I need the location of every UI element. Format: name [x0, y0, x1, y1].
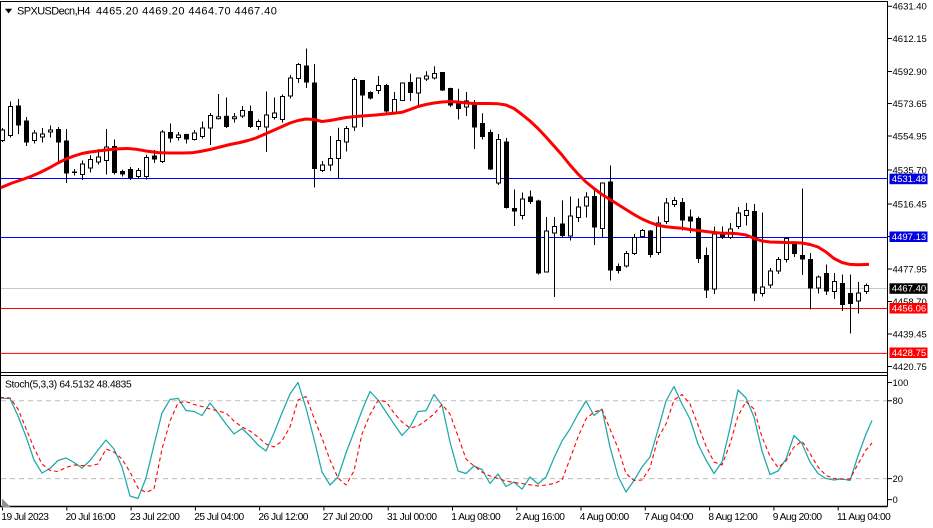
svg-text:4535.70: 4535.70 [893, 165, 927, 176]
svg-text:4612.15: 4612.15 [893, 34, 927, 45]
svg-text:4573.65: 4573.65 [893, 99, 927, 110]
svg-text:20: 20 [893, 474, 904, 485]
svg-text:2 Aug 16:00: 2 Aug 16:00 [516, 512, 566, 523]
svg-text:4477.95: 4477.95 [893, 264, 927, 275]
svg-text:26 Jul 12:00: 26 Jul 12:00 [258, 512, 308, 523]
svg-text:4 Aug 00:00: 4 Aug 00:00 [580, 512, 630, 523]
svg-text:8 Aug 12:00: 8 Aug 12:00 [708, 512, 758, 523]
svg-text:20 Jul 16:00: 20 Jul 16:00 [66, 512, 116, 523]
svg-text:25 Jul 04:00: 25 Jul 04:00 [194, 512, 244, 523]
svg-text:4531.48: 4531.48 [892, 174, 926, 185]
svg-text:4456.06: 4456.06 [892, 303, 926, 314]
svg-text:80: 80 [893, 396, 904, 407]
svg-text:7 Aug 04:00: 7 Aug 04:00 [644, 512, 694, 523]
svg-text:9 Aug 20:00: 9 Aug 20:00 [773, 512, 823, 523]
svg-text:4497.13: 4497.13 [892, 232, 926, 243]
svg-text:31 Jul 00:00: 31 Jul 00:00 [387, 512, 437, 523]
svg-text:19 Jul 2023: 19 Jul 2023 [1, 512, 49, 523]
svg-text:100: 100 [893, 378, 909, 389]
svg-text:4516.45: 4516.45 [893, 199, 927, 210]
svg-text:4428.75: 4428.75 [892, 348, 926, 359]
svg-text:0: 0 [893, 495, 898, 506]
svg-text:Stoch(5,3,3) 64.5132 48.4835: Stoch(5,3,3) 64.5132 48.4835 [5, 380, 132, 391]
svg-text:4631.40: 4631.40 [893, 2, 927, 13]
svg-text:4467.40: 4467.40 [892, 284, 926, 295]
svg-text:4458.70: 4458.70 [893, 297, 927, 308]
svg-text:4554.95: 4554.95 [893, 131, 927, 142]
svg-text:4439.45: 4439.45 [893, 329, 927, 340]
svg-text:11 Aug 04:00: 11 Aug 04:00 [837, 512, 891, 523]
svg-text:23 Jul 22:00: 23 Jul 22:00 [130, 512, 180, 523]
svg-text:4592.90: 4592.90 [893, 67, 927, 78]
svg-text:27 Jul 20:00: 27 Jul 20:00 [323, 512, 373, 523]
svg-text:1 Aug 08:00: 1 Aug 08:00 [451, 512, 501, 523]
svg-text:4420.75: 4420.75 [893, 362, 927, 373]
